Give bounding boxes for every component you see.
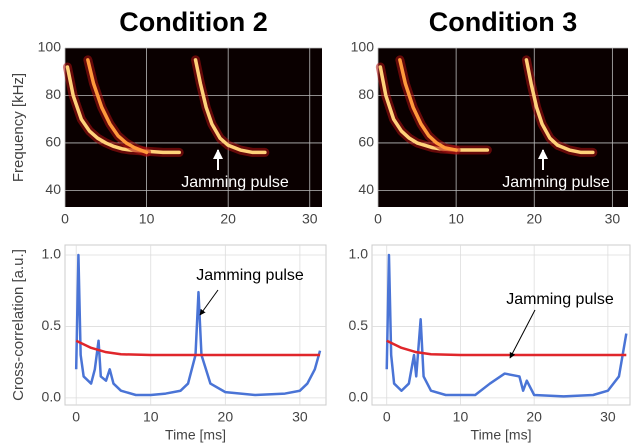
x-tick-label: 20 bbox=[526, 409, 542, 425]
x-tick-label: 20 bbox=[220, 211, 236, 227]
x-axis-label: Time [ms] bbox=[165, 427, 226, 443]
sweep bbox=[86, 58, 149, 155]
x-tick-label: 10 bbox=[448, 211, 464, 227]
x-tick-label: 0 bbox=[61, 211, 69, 227]
x-tick-label: 0 bbox=[374, 211, 382, 227]
y-tick-label: 80 bbox=[45, 86, 61, 102]
x-tick-label: 0 bbox=[383, 409, 391, 425]
line bbox=[386, 339, 627, 357]
sweep bbox=[193, 58, 267, 155]
x-tick-label: 30 bbox=[302, 211, 318, 227]
y-tick-label: 100 bbox=[351, 39, 375, 55]
x-tick-label: 20 bbox=[218, 409, 234, 425]
x-tick-label: 20 bbox=[526, 211, 542, 227]
y-tick-label: 0.5 bbox=[349, 317, 369, 333]
y-tick-label: 1.0 bbox=[349, 246, 369, 262]
x-tick-label: 0 bbox=[72, 409, 80, 425]
x-tick-label: 10 bbox=[453, 409, 469, 425]
x-tick-label: 30 bbox=[605, 211, 621, 227]
y-tick-label: 0.0 bbox=[349, 389, 369, 405]
x-axis-label: Time [ms] bbox=[471, 427, 532, 443]
plot-area bbox=[64, 244, 327, 406]
panel-title: Condition 3 bbox=[429, 7, 577, 37]
line bbox=[75, 339, 321, 357]
y-tick-label: 60 bbox=[45, 134, 61, 150]
line bbox=[74, 253, 322, 397]
annotation: Jamming pulse bbox=[502, 174, 610, 191]
sweep bbox=[524, 58, 595, 155]
y-tick-label: 0.0 bbox=[42, 389, 62, 405]
annotation-arrow bbox=[199, 289, 219, 316]
y-tick-label: 60 bbox=[358, 134, 374, 150]
x-tick-label: 30 bbox=[292, 409, 308, 425]
x-tick-label: 10 bbox=[139, 211, 155, 227]
y-axis-label: Frequency [kHz] bbox=[10, 73, 27, 182]
y-axis-label: Cross-correlation [a.u.] bbox=[10, 249, 27, 401]
x-tick-label: 10 bbox=[143, 409, 159, 425]
line bbox=[385, 253, 628, 398]
annotation-arrow bbox=[509, 309, 536, 359]
y-tick-label: 0.5 bbox=[42, 317, 62, 333]
y-tick-label: 40 bbox=[45, 181, 61, 197]
y-tick-label: 100 bbox=[38, 39, 62, 55]
annotation: Jamming pulse bbox=[181, 174, 289, 191]
plot-area bbox=[371, 244, 631, 406]
y-tick-label: 80 bbox=[358, 86, 374, 102]
x-tick-label: 30 bbox=[600, 409, 616, 425]
panel-title: Condition 2 bbox=[119, 7, 267, 37]
annotation: Jamming pulse bbox=[196, 267, 304, 284]
sweep bbox=[398, 58, 458, 152]
y-tick-label: 1.0 bbox=[42, 246, 62, 262]
y-tick-label: 40 bbox=[358, 181, 374, 197]
annotation: Jamming pulse bbox=[506, 291, 614, 308]
